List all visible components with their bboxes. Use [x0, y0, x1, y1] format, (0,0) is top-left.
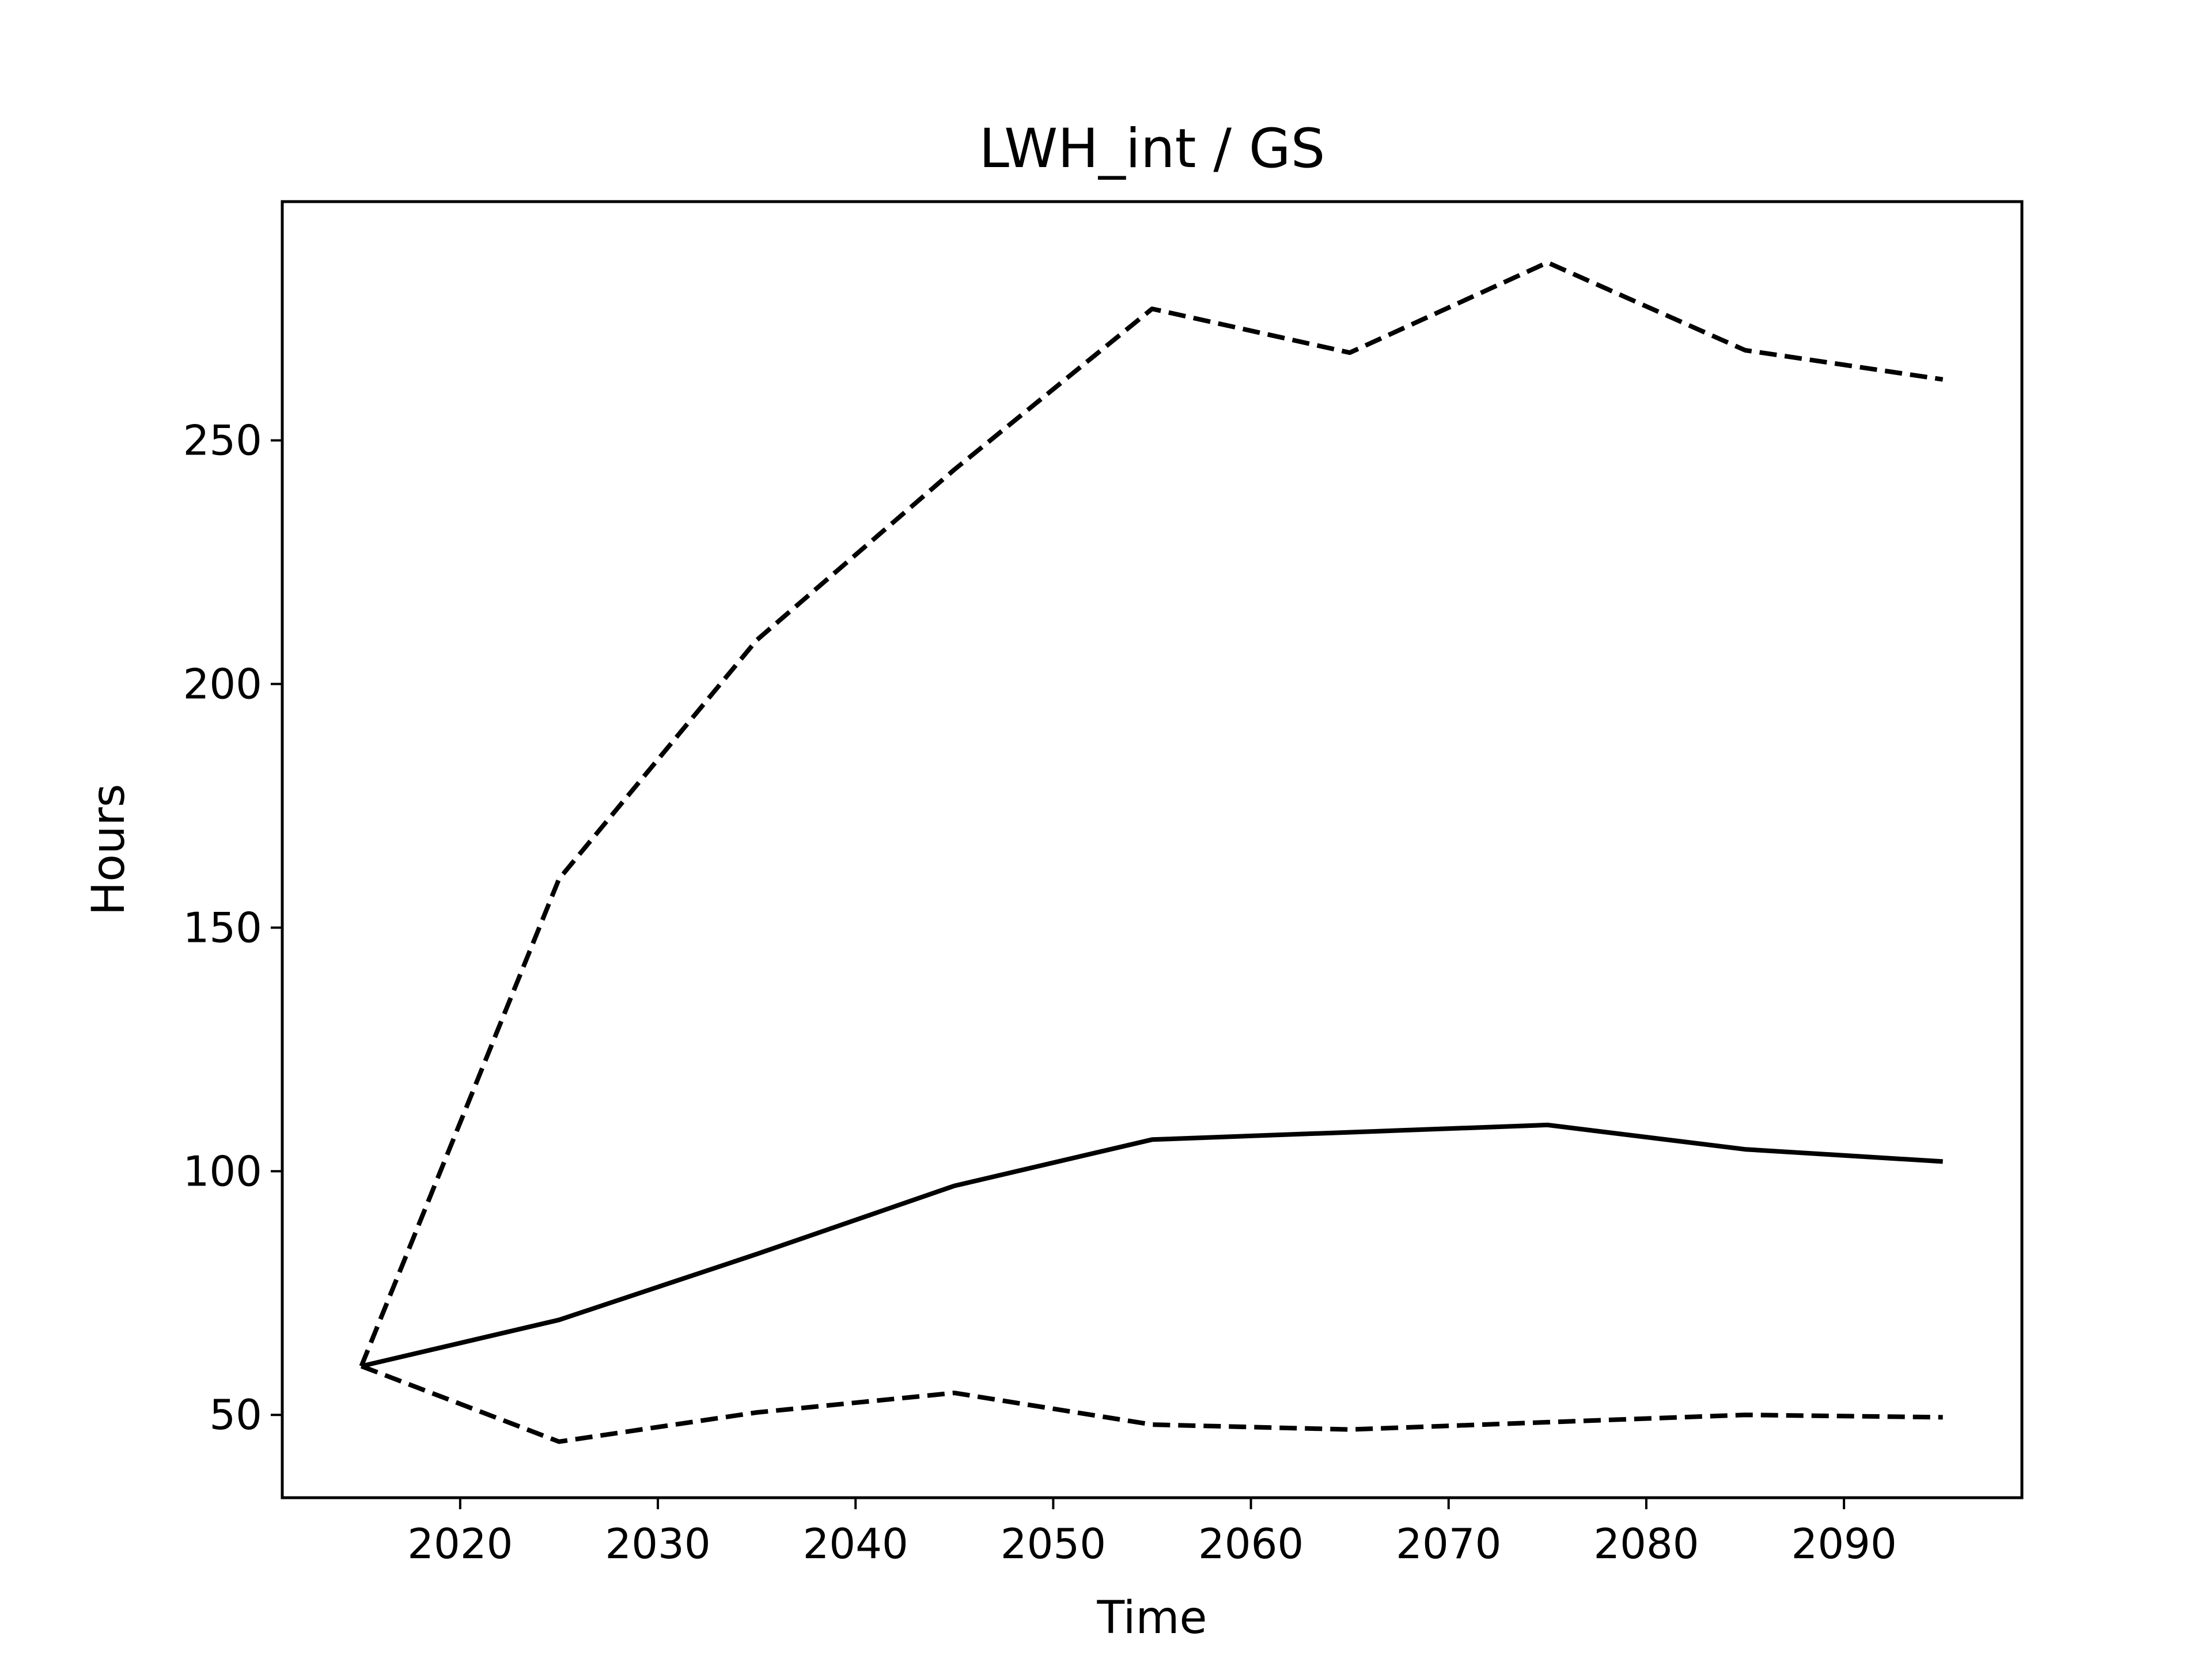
y-axis-title: Hours [83, 784, 135, 916]
plot-frame [281, 200, 2024, 1499]
x-tick-label: 2060 [1198, 1520, 1304, 1568]
y-tick-label: 100 [183, 1147, 262, 1195]
x-tick-label: 2070 [1396, 1520, 1501, 1568]
x-axis: 2020 2030 2040 2050 2060 2070 2080 2090 [407, 1498, 1897, 1568]
series-line-1 [361, 1122, 1943, 1369]
chart-title: LWH_int / GS [979, 118, 1325, 180]
x-tick-label: 2020 [407, 1520, 513, 1568]
y-tick-label: 150 [183, 903, 262, 952]
x-axis-title: Time [1097, 1592, 1207, 1644]
y-axis: 50 100 150 200 250 [183, 416, 282, 1439]
x-tick-label: 2050 [1001, 1520, 1106, 1568]
x-tick-label: 2090 [1791, 1520, 1897, 1568]
y-tick-label: 250 [183, 416, 262, 464]
x-tick-label: 2080 [1593, 1520, 1699, 1568]
y-tick-label: 200 [183, 660, 262, 708]
y-tick-label: 50 [209, 1391, 262, 1439]
series-line-2 [359, 260, 1944, 1368]
series-layer [359, 260, 1944, 1444]
x-tick-label: 2040 [803, 1520, 908, 1568]
x-tick-label: 2030 [605, 1520, 710, 1568]
